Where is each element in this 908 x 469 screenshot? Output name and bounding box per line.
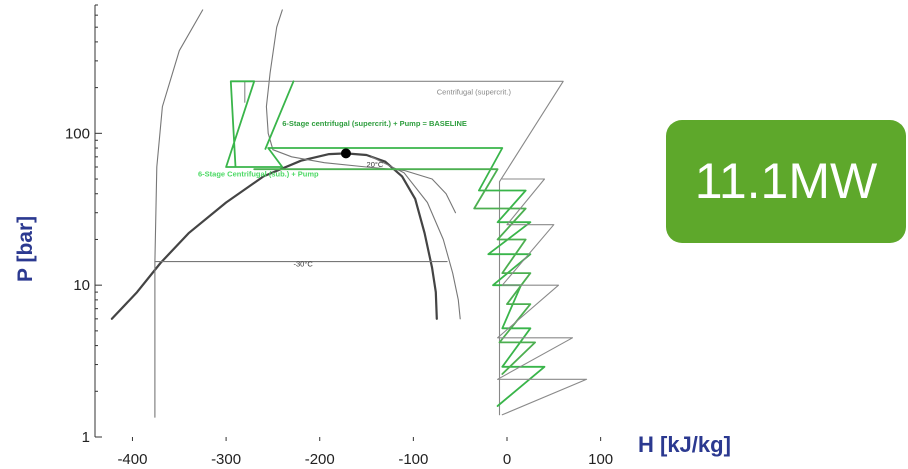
x-tick-label: -300 (211, 451, 241, 468)
annotation-subcrit: 6-Stage Centrifugal (sub.) + Pump (198, 169, 319, 178)
series-isotherm-m30 (154, 261, 448, 418)
series-isotherm-upper-mid (265, 9, 457, 214)
axes: 1 10 100 -400 -300 -200 -100 0 100 (65, 4, 613, 468)
annotations-group: Centrifugal (supercrit.) 6-Stage centrifu… (198, 88, 511, 269)
x-tick-label: -400 (117, 451, 147, 468)
x-tick-label: 0 (503, 451, 511, 468)
critical-point-marker (340, 148, 351, 159)
x-tick-label: -100 (398, 451, 428, 468)
series-centrifugal-supercrit (244, 80, 564, 416)
y-tick-label: 100 (65, 125, 90, 142)
annotation-isotherm-20: 20°C (367, 160, 384, 169)
annotation-isotherm-m30: -30°C (294, 259, 314, 268)
series-isotherm-upper-left (154, 9, 204, 263)
series-gray-zigzag (497, 178, 588, 416)
power-callout: 11.1MW (666, 120, 906, 243)
series-pump-step (264, 80, 295, 150)
annotation-supercrit: Centrifugal (supercrit.) (437, 88, 512, 97)
series-isotherm-right (370, 156, 461, 320)
x-tick-label: -200 (305, 451, 335, 468)
series-subcrit-6stage (253, 168, 536, 375)
x-tick-label: 100 (588, 451, 613, 468)
y-axis-label: P [bar] (14, 215, 37, 282)
y-tick-label: 10 (73, 277, 90, 294)
y-tick-label: 1 (82, 429, 90, 446)
annotation-baseline: 6-Stage centrifugal (supercrit.) + Pump … (282, 119, 467, 128)
series-group (110, 9, 588, 418)
x-axis-label: H [kJ/kg] (638, 432, 731, 457)
